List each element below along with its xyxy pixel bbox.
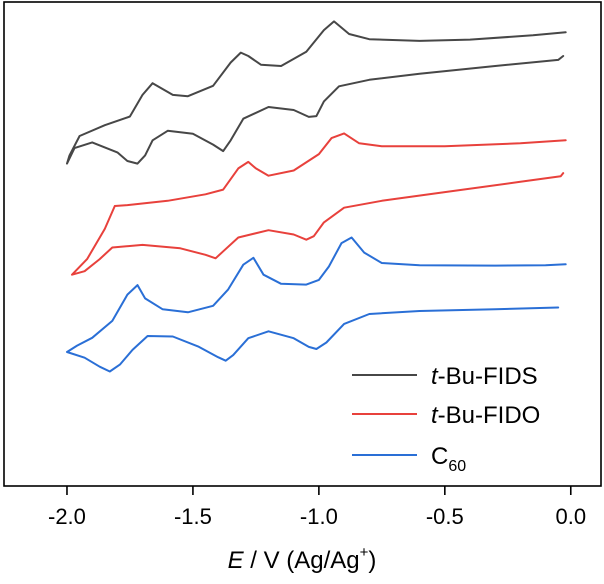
legend-text-part: -Bu-FIDO [438,402,541,429]
axis-title-italic: E [228,547,245,574]
data-series [66,20,567,373]
legend-text-part: -Bu-FIDS [438,363,538,390]
series-line-c60 [66,236,567,373]
legend-subscript: 60 [448,458,466,475]
axis-title-text: / V (Ag/Ag [244,547,360,574]
axis-title-close: ) [368,547,376,574]
legend-label-t-bu-fido: t-Bu-FIDO [431,402,540,429]
x-axis-ticks [66,486,572,495]
legend-label-c60: C60 [431,443,466,475]
legend-italic-part: t [431,363,439,390]
plot-frame [3,1,602,487]
x-tick-label: -1.5 [174,504,212,529]
x-axis-tick-labels: -2.0 -1.5 -1.0 -0.5 0.0 [48,504,586,529]
legend-label-t-bu-fids: t-Bu-FIDS [431,363,538,390]
series-line-t-bu-fido [71,132,567,276]
legend-italic-part: t [431,402,439,429]
x-axis-title: E / V (Ag/Ag+) [228,544,377,574]
legend-text-part: C [431,443,448,470]
x-tick-label: -2.0 [48,504,86,529]
x-tick-label: 0.0 [555,504,586,529]
x-tick-label: -1.0 [300,504,338,529]
axis-title-superscript: + [360,544,369,561]
series-line-t-bu-fids [66,20,567,165]
x-tick-label: -0.5 [426,504,464,529]
legend: t-Bu-FIDS t-Bu-FIDO C60 [352,363,540,475]
